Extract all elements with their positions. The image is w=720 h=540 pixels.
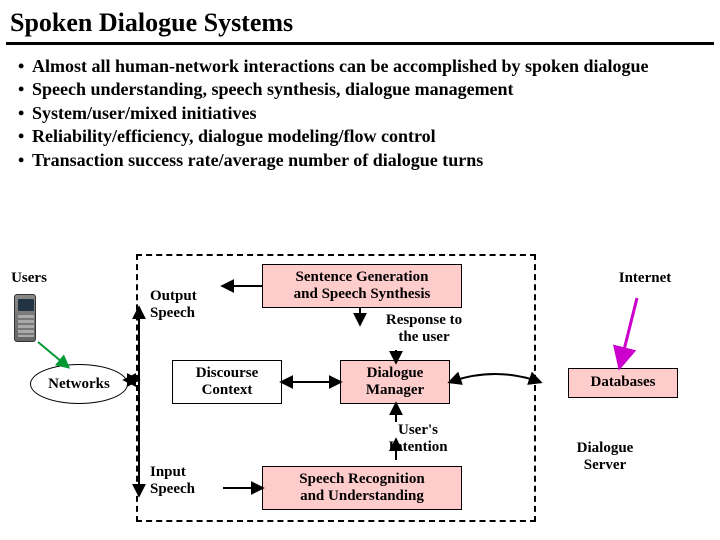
- networks-oval: Networks: [30, 364, 128, 404]
- dialogue-server-label: DialogueServer: [555, 440, 655, 480]
- title-rule: [6, 42, 714, 45]
- diagram: Users Internet Response tothe user User'…: [0, 250, 720, 540]
- input-speech-label: InputSpeech: [150, 464, 220, 504]
- discourse-context-box: DiscourseContext: [172, 360, 282, 404]
- internet-label: Internet: [605, 270, 685, 290]
- page-title: Spoken Dialogue Systems: [0, 0, 720, 42]
- dialogue-manager-box: DialogueManager: [340, 360, 450, 404]
- bullet-item: Transaction success rate/average number …: [18, 149, 702, 172]
- bullet-list: Almost all human-network interactions ca…: [0, 55, 720, 172]
- sentence-generation-box: Sentence Generationand Speech Synthesis: [262, 264, 462, 308]
- output-speech-label: OutputSpeech: [150, 288, 220, 328]
- bullet-item: Almost all human-network interactions ca…: [18, 55, 702, 78]
- phone-icon: [14, 294, 36, 342]
- bullet-item: System/user/mixed initiatives: [18, 102, 702, 125]
- speech-recognition-box: Speech Recognitionand Understanding: [262, 466, 462, 510]
- bullet-item: Reliability/efficiency, dialogue modelin…: [18, 125, 702, 148]
- bullet-item: Speech understanding, speech synthesis, …: [18, 78, 702, 101]
- users-label: Users: [4, 270, 54, 290]
- databases-box: Databases: [568, 368, 678, 398]
- intention-label: User'sIntention: [368, 422, 468, 460]
- response-label: Response tothe user: [364, 312, 484, 350]
